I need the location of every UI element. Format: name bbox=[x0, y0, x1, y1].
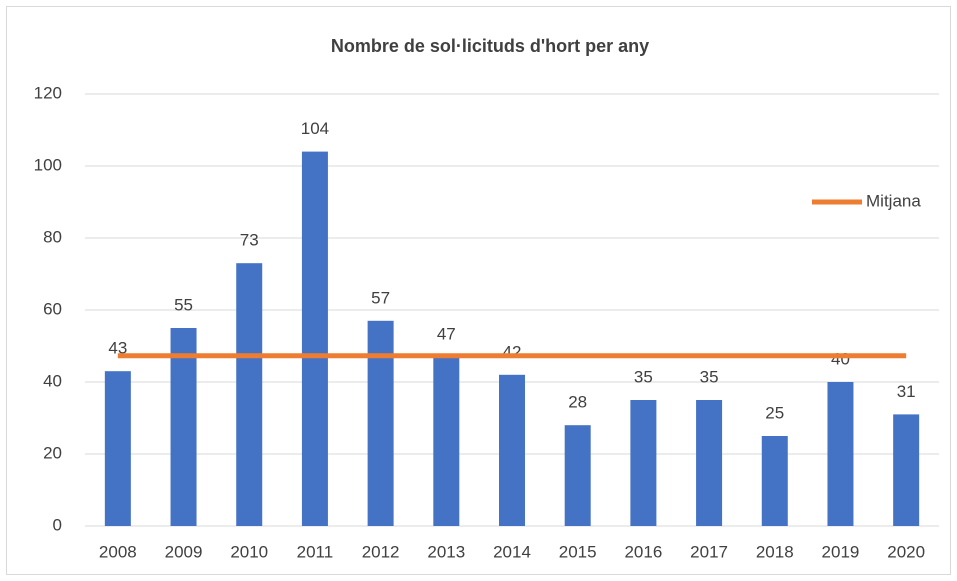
x-tick-label: 2008 bbox=[99, 542, 137, 561]
bar bbox=[433, 356, 460, 526]
data-label: 42 bbox=[503, 342, 522, 361]
y-tick-label: 100 bbox=[34, 155, 62, 174]
bar bbox=[236, 263, 263, 526]
data-label: 73 bbox=[240, 231, 259, 250]
legend-label: Mitjana bbox=[866, 191, 921, 210]
x-tick-label: 2017 bbox=[690, 542, 728, 561]
data-label: 57 bbox=[371, 288, 390, 307]
y-tick-label: 0 bbox=[53, 515, 62, 534]
bar bbox=[893, 414, 920, 526]
x-tick-label: 2018 bbox=[756, 542, 794, 561]
bar bbox=[630, 400, 657, 526]
y-tick-label: 20 bbox=[43, 443, 62, 462]
bar bbox=[761, 436, 788, 526]
bar bbox=[499, 374, 525, 526]
x-tick-label: 2016 bbox=[624, 542, 662, 561]
x-tick-label: 2015 bbox=[559, 542, 597, 561]
x-tick-label: 2012 bbox=[362, 542, 400, 561]
data-label: 35 bbox=[700, 367, 719, 386]
bar bbox=[301, 151, 328, 526]
x-tick-label: 2010 bbox=[230, 542, 268, 561]
bar bbox=[367, 320, 394, 526]
y-tick-label: 80 bbox=[43, 227, 62, 246]
bar bbox=[170, 328, 197, 526]
bar bbox=[564, 425, 591, 526]
y-tick-label: 40 bbox=[43, 371, 62, 390]
x-tick-label: 2013 bbox=[427, 542, 465, 561]
x-tick-label: 2014 bbox=[493, 542, 531, 561]
chart-border bbox=[6, 6, 951, 575]
data-label: 25 bbox=[765, 403, 784, 422]
data-label: 35 bbox=[634, 367, 653, 386]
x-tick-label: 2019 bbox=[822, 542, 860, 561]
data-label: 43 bbox=[108, 339, 127, 358]
data-label: 47 bbox=[437, 324, 456, 343]
bar bbox=[696, 400, 723, 526]
bar bbox=[104, 371, 131, 526]
data-label: 40 bbox=[831, 349, 850, 368]
data-label: 55 bbox=[174, 295, 193, 314]
data-label: 104 bbox=[301, 119, 329, 138]
chart-title: Nombre de sol·licituds d'hort per any bbox=[331, 36, 649, 56]
data-label: 31 bbox=[897, 382, 916, 401]
bar bbox=[827, 382, 854, 526]
y-tick-label: 120 bbox=[34, 83, 62, 102]
data-label: 28 bbox=[568, 393, 587, 412]
y-tick-label: 60 bbox=[43, 299, 62, 318]
x-tick-label: 2009 bbox=[165, 542, 203, 561]
x-tick-label: 2020 bbox=[887, 542, 925, 561]
x-tick-label: 2011 bbox=[297, 542, 334, 561]
